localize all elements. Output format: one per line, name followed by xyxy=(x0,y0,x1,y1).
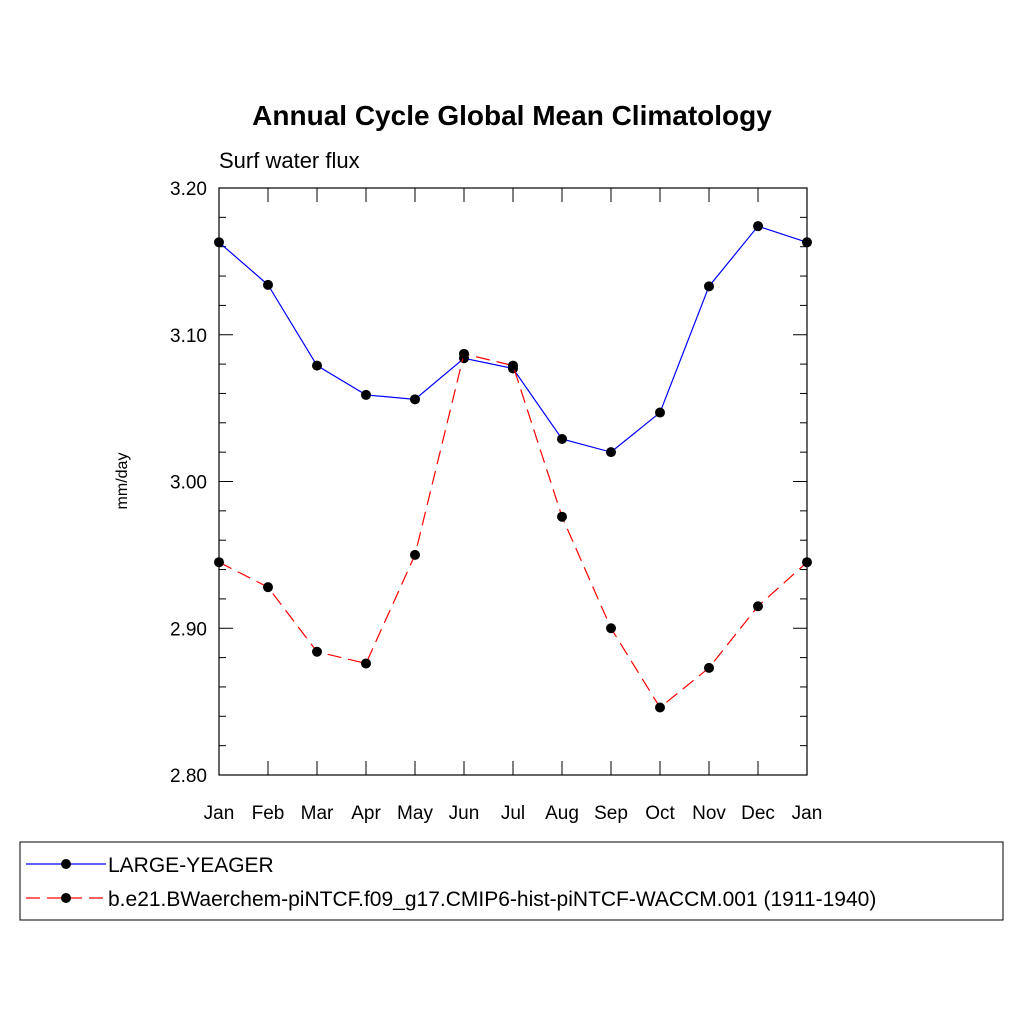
series-line-2 xyxy=(218,353,808,709)
data-point xyxy=(753,221,763,232)
data-point xyxy=(361,658,371,669)
y-axis-label: mm/day xyxy=(114,453,131,510)
data-point xyxy=(704,281,714,292)
data-point xyxy=(557,433,567,444)
data-point xyxy=(606,623,616,634)
x-tick-label: May xyxy=(397,803,433,824)
data-point xyxy=(557,511,567,522)
data-point xyxy=(459,348,469,359)
data-point xyxy=(312,360,322,371)
data-point xyxy=(263,279,273,290)
x-tick-label: Oct xyxy=(645,803,675,824)
data-point xyxy=(655,702,665,713)
series-layer xyxy=(214,221,812,713)
x-tick-label: Jul xyxy=(501,803,525,824)
y-tick-label: 3.20 xyxy=(170,179,207,200)
x-tick-label: Apr xyxy=(351,803,381,824)
x-tick-label: Sep xyxy=(594,803,628,824)
legend-label-2: b.e21.BWaerchem-piNTCF.f09_g17.CMIP6-his… xyxy=(108,888,876,911)
legend-marker xyxy=(61,859,71,869)
plot-axes: 2.80 2.90 3.00 3.10 3.20 Jan Feb Mar Apr May Jun Ju… xyxy=(170,179,822,824)
data-point xyxy=(410,549,420,560)
data-point xyxy=(655,407,665,418)
y-tick-label: 3.10 xyxy=(170,326,207,347)
legend-label-1: LARGE-YEAGER xyxy=(108,854,274,877)
x-tick-label: Dec xyxy=(741,803,775,824)
chart-title: Annual Cycle Global Mean Climatology xyxy=(252,100,772,131)
x-tick-label: Jan xyxy=(204,803,235,824)
series-line-1 xyxy=(218,225,808,453)
y-tick-label: 2.90 xyxy=(170,619,207,640)
data-point xyxy=(606,447,616,458)
data-point xyxy=(312,646,322,657)
y-tick-label: 2.80 xyxy=(170,766,207,787)
x-tick-label: Jun xyxy=(449,803,480,824)
data-point xyxy=(263,582,273,593)
x-tick-label: Nov xyxy=(692,803,726,824)
data-point xyxy=(704,662,714,673)
x-tick-label: Jan xyxy=(792,803,823,824)
plot-frame xyxy=(218,187,808,776)
data-point xyxy=(753,601,763,612)
legend-marker xyxy=(61,893,71,903)
y-tick-label: 3.00 xyxy=(170,473,207,494)
data-point xyxy=(508,360,518,371)
data-point xyxy=(410,394,420,405)
x-tick-label: Mar xyxy=(301,803,334,824)
x-tick-label: Aug xyxy=(545,803,579,824)
chart-subtitle: Surf water flux xyxy=(219,148,360,173)
x-tick-label: Feb xyxy=(252,803,285,824)
legend: LARGE-YEAGER b.e21.BWaerchem-piNTCF.f09_g… xyxy=(19,841,1004,921)
data-point xyxy=(361,389,371,400)
legend-box xyxy=(19,841,1004,921)
